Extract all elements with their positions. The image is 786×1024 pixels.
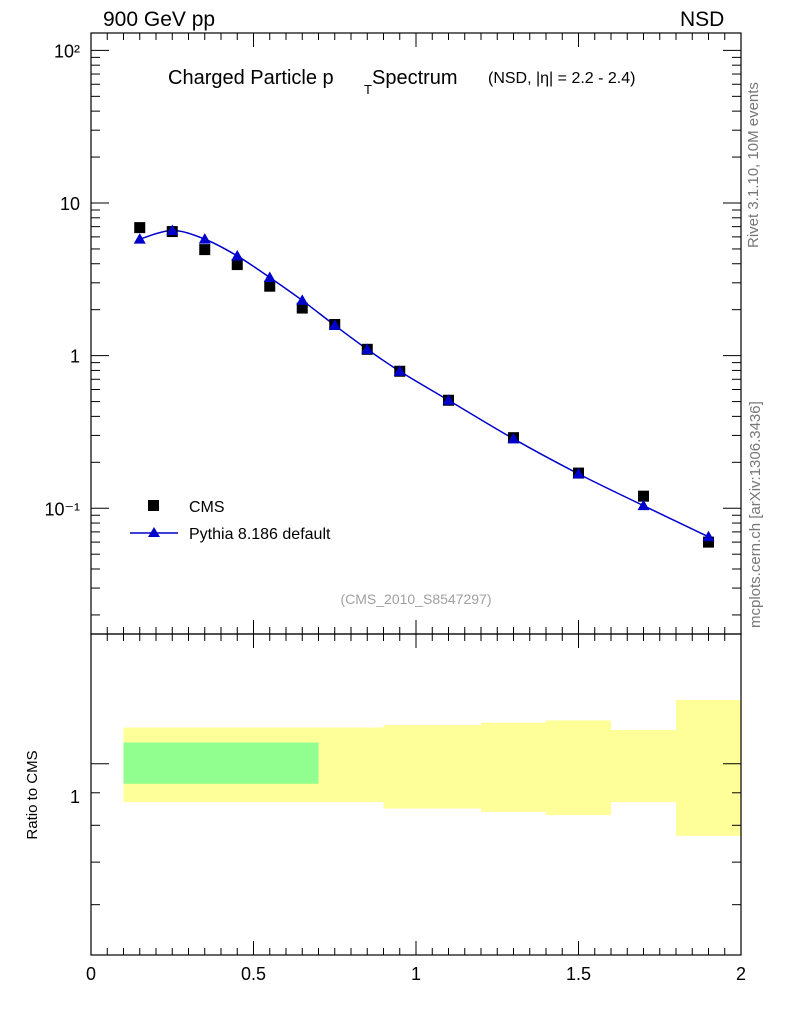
mc-data-point <box>442 394 455 405</box>
legend-mc-label: Pythia 8.186 default <box>189 526 331 543</box>
process-label: NSD <box>680 8 725 31</box>
cms-data-point <box>134 222 146 234</box>
main-y-tick-label: 10⁻¹ <box>44 499 80 519</box>
chart-title-spectrum: Spectrum <box>372 67 458 89</box>
main-panel: 10⁻¹ 1 10 10² Charged Particle p T Spectrum… <box>44 32 742 635</box>
mc-data-point <box>296 294 309 305</box>
mc-data-point <box>328 319 341 330</box>
cms-data-point <box>296 302 308 314</box>
legend: CMS Pythia 8.186 default <box>130 499 331 543</box>
data-uncertainty-band <box>546 720 611 816</box>
mc-points-group <box>133 224 715 542</box>
data-uncertainty-band <box>318 727 351 803</box>
mc-data-point <box>133 233 146 244</box>
main-y-tick-label: 10 <box>60 194 80 214</box>
x-tick-labels: 0 0.5 1 1.5 2 <box>86 964 746 984</box>
ratio-panel: 1 Ratio to CMS 0 0.5 1 1.5 2 <box>24 633 746 984</box>
main-frame <box>90 32 742 635</box>
mc-data-point <box>166 224 179 236</box>
main-y-tick-label: 1 <box>70 347 80 367</box>
x-tick-label: 2 <box>736 964 746 984</box>
chart-title-main: Charged Particle p <box>168 67 334 89</box>
mc-data-point <box>702 530 715 542</box>
data-uncertainty-band <box>351 727 384 803</box>
mc-data-point <box>198 233 211 244</box>
x-tick-label: 1 <box>411 964 421 984</box>
watermark: (CMS_2010_S8547297) <box>341 591 492 607</box>
legend-cms-marker <box>148 500 159 511</box>
mc-data-point <box>507 432 520 444</box>
ratio-bands <box>123 699 741 836</box>
data-uncertainty-band <box>611 729 676 803</box>
mc-data-point <box>393 365 406 376</box>
mc-line-group <box>139 229 709 538</box>
cms-data-point <box>703 536 714 548</box>
mc-data-point <box>361 343 374 354</box>
energy-label: 900 GeV pp <box>103 8 216 31</box>
cms-data-point <box>638 490 649 502</box>
cms-data-point <box>199 244 211 256</box>
cms-data-point <box>231 259 243 271</box>
mc-series-line <box>139 229 709 538</box>
data-uncertainty-band <box>676 699 741 836</box>
mc-data-point <box>263 271 276 283</box>
chart-title-extra: (NSD, |η| = 2.2 - 2.4) <box>488 70 635 87</box>
ratio-frame <box>90 633 742 956</box>
data-uncertainty-band <box>416 725 481 809</box>
ratio-ticks <box>90 634 742 956</box>
x-tick-label: 0.5 <box>241 964 266 984</box>
x-tick-label: 1.5 <box>566 964 591 984</box>
main-ticks <box>90 33 742 634</box>
legend-mc-marker <box>148 527 160 537</box>
mc-ratio-band <box>123 742 319 784</box>
cms-data-point <box>264 280 276 292</box>
mc-data-point <box>637 499 650 511</box>
ratio-y-axis-label: Ratio to CMS <box>24 750 41 839</box>
data-uncertainty-band <box>481 722 546 812</box>
x-tick-label: 0 <box>86 964 96 984</box>
chart-title-p: Charged Particle p <box>168 67 334 89</box>
mc-data-point <box>231 249 244 261</box>
data-uncertainty-band <box>383 725 416 809</box>
main-y-tick-labels: 10⁻¹ 1 10 10² <box>44 41 80 519</box>
ratio-y-tick-1: 1 <box>70 787 80 807</box>
mc-data-point <box>572 467 585 479</box>
chart-title-subscript: T <box>364 82 372 97</box>
main-y-tick-label: 10² <box>54 41 80 61</box>
legend-cms-label: CMS <box>189 499 225 516</box>
